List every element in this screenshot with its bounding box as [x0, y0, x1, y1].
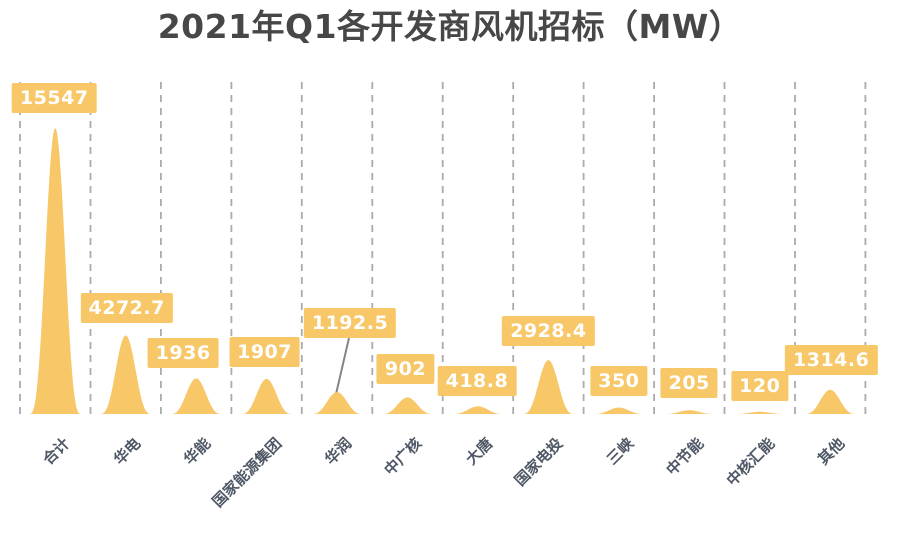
value-label: 4272.7 — [80, 293, 173, 323]
area-peak — [451, 406, 504, 414]
area-peak — [381, 397, 434, 414]
value-label: 2928.4 — [502, 316, 595, 346]
value-label: 1192.5 — [303, 308, 397, 338]
label-leader-line — [335, 337, 350, 395]
value-label: 418.8 — [437, 366, 517, 396]
area-peak — [170, 378, 223, 414]
area-peak — [663, 410, 716, 414]
area-peak — [240, 378, 293, 414]
value-label: 1314.6 — [785, 345, 878, 375]
area-peak — [311, 392, 363, 414]
value-label: 205 — [660, 368, 718, 398]
chart-title: 2021年Q1各开发商风机招标（MW） — [157, 7, 743, 46]
area-peak — [99, 335, 152, 414]
area-peak — [592, 407, 645, 414]
area-peak — [733, 411, 786, 414]
area-peak — [522, 360, 575, 414]
value-label: 15547 — [11, 83, 97, 113]
value-label: 1936 — [147, 338, 219, 368]
value-label: 1907 — [229, 337, 301, 367]
area-peak — [804, 389, 857, 414]
area-peak — [29, 128, 82, 414]
value-label: 120 — [731, 371, 789, 401]
value-label: 902 — [376, 354, 435, 384]
value-label: 350 — [590, 366, 648, 396]
